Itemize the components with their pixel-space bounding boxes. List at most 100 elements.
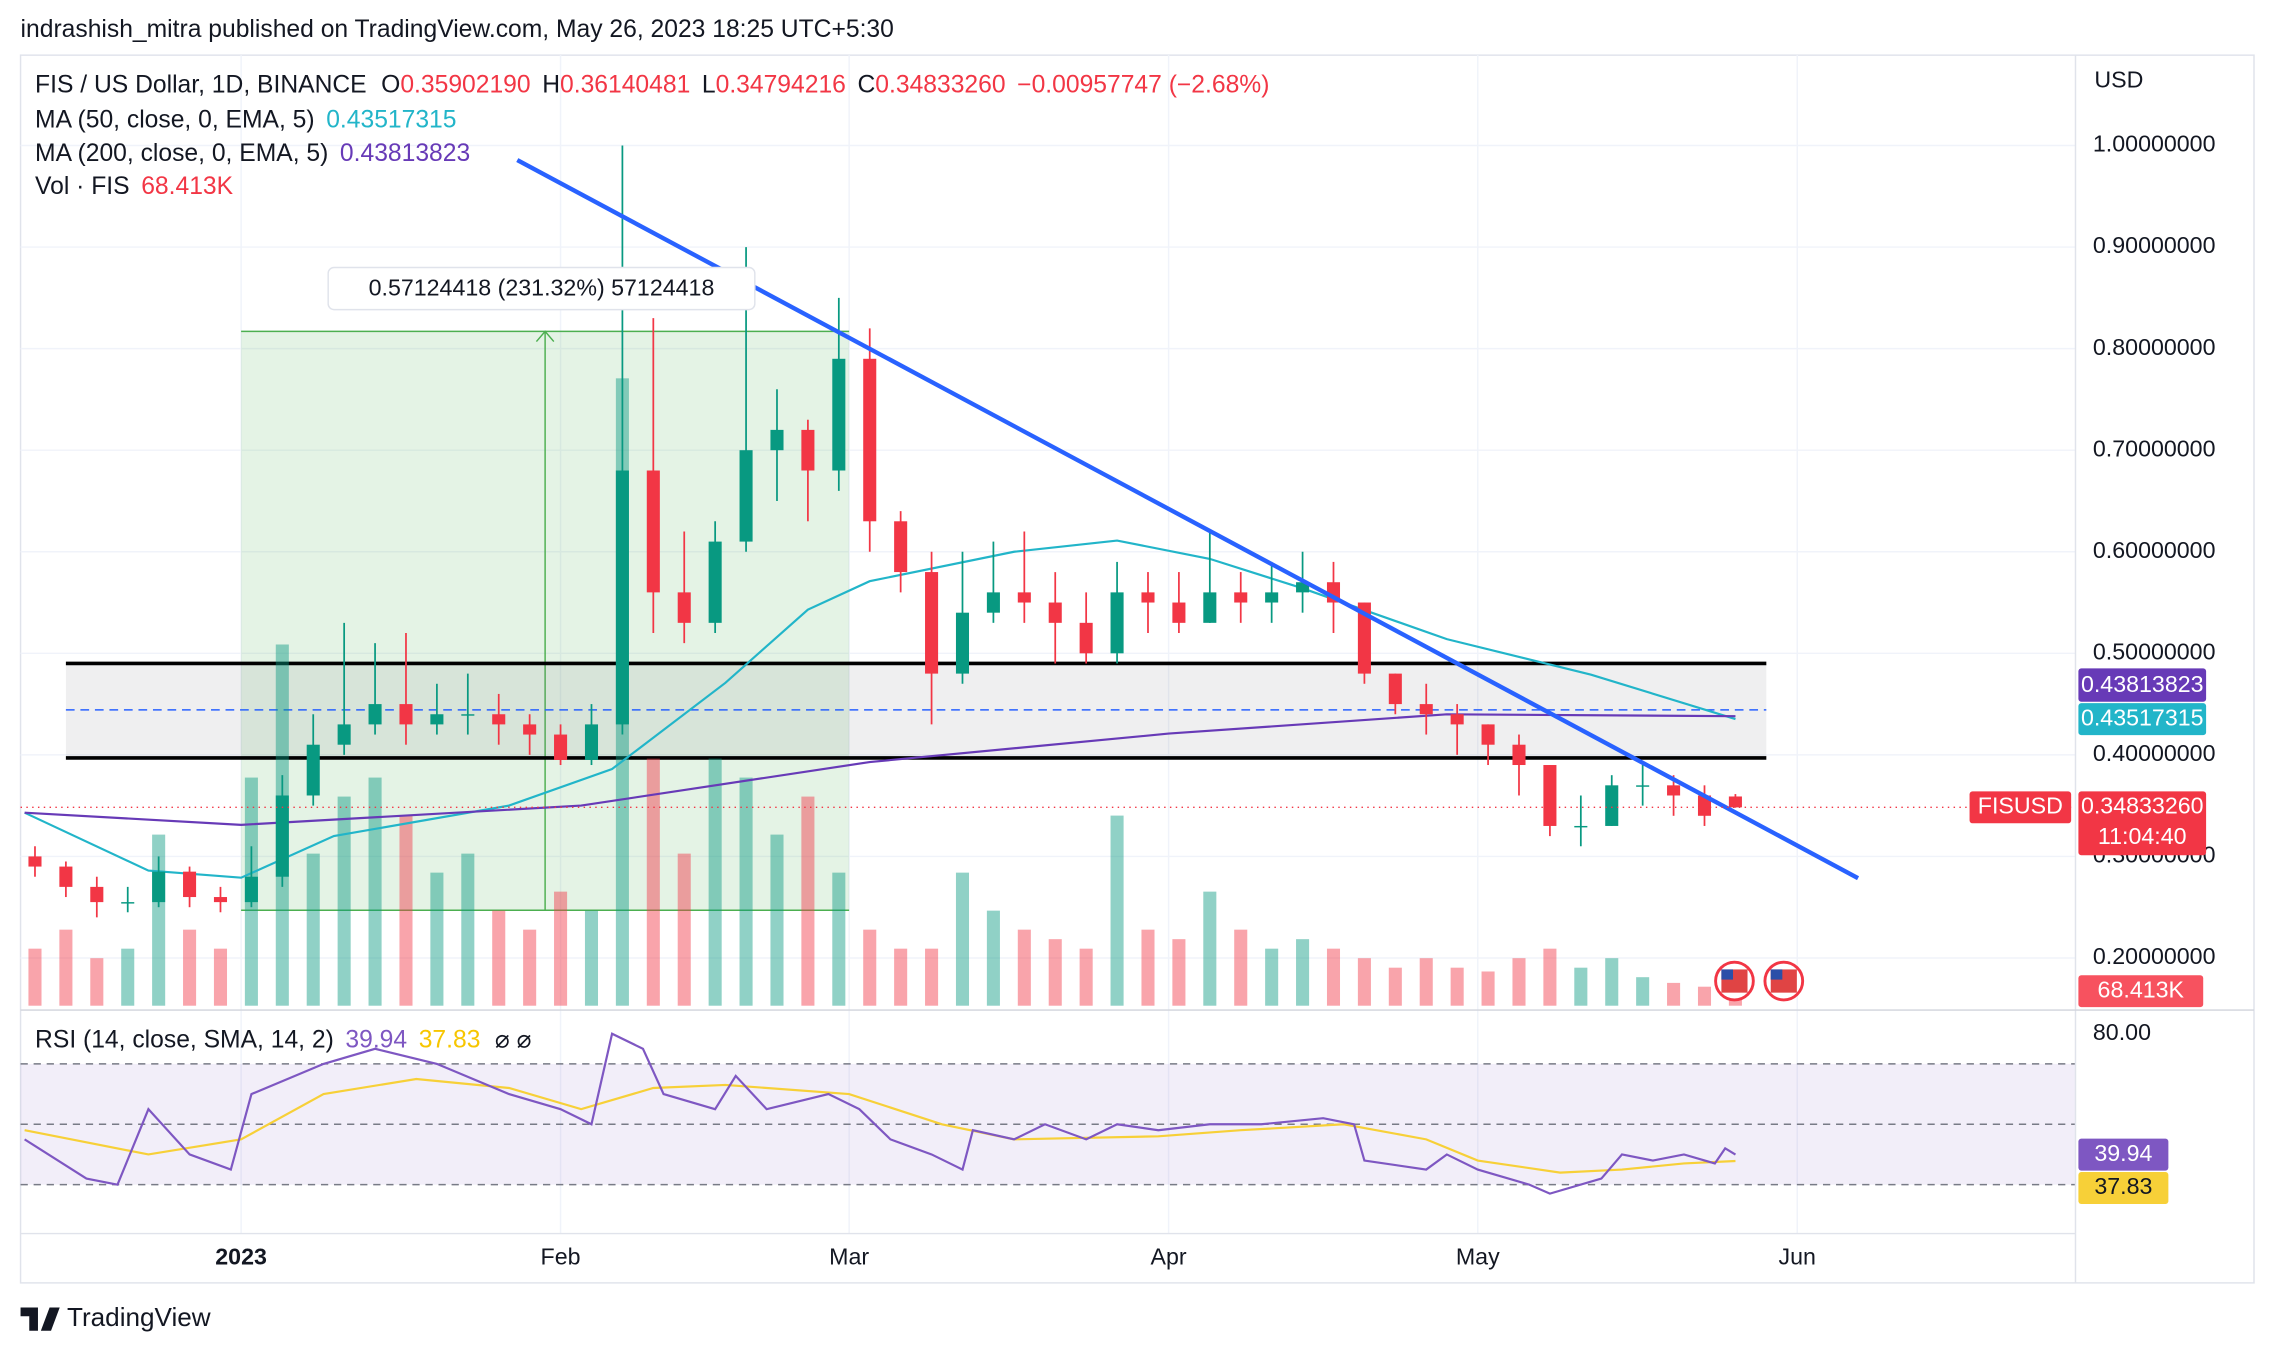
volume-bar <box>461 853 475 1006</box>
volume-bar <box>894 948 908 1006</box>
candle-body <box>1697 795 1712 816</box>
volume-bar <box>368 777 382 1006</box>
x-tick-label: Feb <box>541 1243 581 1269</box>
symbol-tag-text: FISUSD <box>1978 792 2063 818</box>
publisher-line: indrashish_mitra published on TradingVie… <box>21 16 894 43</box>
candle-body <box>492 714 506 725</box>
candle-body <box>461 714 475 716</box>
candle-body <box>554 734 568 760</box>
candle-body <box>275 795 289 877</box>
volume-bar <box>770 834 784 1006</box>
candle-body <box>801 429 815 471</box>
candle-body <box>1605 785 1619 826</box>
candle-body <box>1357 602 1371 674</box>
candle-body <box>615 470 629 725</box>
volume-bar <box>399 815 413 1006</box>
x-tick-label: 2023 <box>215 1243 267 1269</box>
volume-bar <box>1574 967 1588 1006</box>
volume-tag-text: 68.413K <box>2098 976 2185 1002</box>
candle-body <box>955 612 970 674</box>
l-value: 0.34794216 <box>716 71 846 98</box>
volume-tag <box>2078 975 2204 1008</box>
volume-bar <box>955 872 970 1006</box>
candle-body <box>1450 714 1464 725</box>
candle-body <box>213 897 228 903</box>
volume-legend: Vol · FIS 68.413K <box>35 173 234 200</box>
volume-bar <box>863 929 877 1006</box>
rsi-ma-tag <box>2078 1172 2169 1204</box>
rsi-line <box>24 1032 1737 1195</box>
l-label: L <box>702 71 716 98</box>
ma200-legend: MA (200, close, 0, EMA, 5) 0.43813823 <box>35 139 470 166</box>
candle-body <box>1574 825 1588 828</box>
volume-bar <box>925 948 939 1006</box>
candle-body <box>59 866 73 887</box>
h-label: H <box>542 71 560 98</box>
candle-body <box>368 704 382 725</box>
volume-bar <box>1172 939 1186 1006</box>
candle-body <box>523 724 537 735</box>
volume-bar <box>121 948 135 1006</box>
flag-icons <box>1714 960 1805 1002</box>
volume-bar <box>430 872 444 1006</box>
volume-bar <box>646 758 660 1006</box>
candle-body <box>1172 602 1186 623</box>
measure-label-box <box>327 266 756 311</box>
ma-tag <box>2078 668 2207 702</box>
symbol-title: FIS / US Dollar, 1D, BINANCE <box>35 71 367 98</box>
legend-value: 0.43517315 <box>326 106 456 133</box>
ohlc-legend: FIS / US Dollar, 1D, BINANCE O0.35902190 H… <box>35 71 1269 98</box>
legend-name: MA (50, close, 0, EMA, 5) <box>35 106 315 133</box>
candle-body <box>1203 592 1217 623</box>
volume-bar <box>1605 958 1619 1006</box>
candle-body <box>90 886 104 903</box>
ma50-legend: MA (50, close, 0, EMA, 5) 0.43517315 <box>35 106 456 133</box>
legend-name: RSI (14, close, SMA, 14, 2) <box>35 1026 334 1053</box>
candle-body <box>925 572 939 674</box>
x-tick-label: Mar <box>829 1243 869 1269</box>
candle-body <box>1234 592 1248 603</box>
volume-bar <box>28 948 42 1006</box>
y-tick-label: 0.90000000 <box>2093 232 2216 258</box>
volume-bar <box>986 910 1000 1006</box>
volume-bar <box>306 853 320 1006</box>
volume-bar <box>801 796 815 1006</box>
volume-bar <box>1141 929 1155 1006</box>
candle-body <box>986 592 1000 613</box>
volume-bar <box>554 891 568 1006</box>
price-tag <box>2078 791 2207 856</box>
y-tick-label: 0.40000000 <box>2093 740 2216 766</box>
y-tick-label: 1.00000000 <box>2093 131 2216 157</box>
rsi-ma-line <box>24 1077 1736 1174</box>
volume-bar <box>1110 815 1124 1006</box>
volume-bar <box>1667 982 1681 1006</box>
volume-bar <box>1203 891 1217 1006</box>
rsi-ma-tag-text: 37.83 <box>2094 1173 2152 1199</box>
volume-bar <box>1419 958 1433 1006</box>
legend-extra: ⌀ ⌀ <box>495 1026 532 1053</box>
volume-bar <box>677 853 691 1006</box>
symbol-tag <box>1969 791 2072 824</box>
ma-tag-text: 0.43517315 <box>2081 704 2204 730</box>
candle-body <box>1512 744 1526 766</box>
volume-bar <box>1543 948 1557 1006</box>
volume-bar <box>739 777 753 1006</box>
volume-bar <box>1079 948 1093 1006</box>
candle-body <box>1048 602 1062 623</box>
c-label: C <box>857 71 875 98</box>
volume-bar <box>213 948 228 1006</box>
candle-body <box>306 744 320 796</box>
volume-bar <box>1017 929 1031 1006</box>
candle-body <box>1265 592 1279 603</box>
rsi-tag <box>2078 1138 2169 1171</box>
y-tick-label: 0.70000000 <box>2093 435 2216 461</box>
candle-body <box>337 724 351 745</box>
candle-body <box>584 724 599 760</box>
legend-value: 68.413K <box>141 173 233 200</box>
brand-name: TradingView <box>67 1302 211 1332</box>
chart-frame <box>19 54 2255 1284</box>
candle-body <box>1141 592 1155 603</box>
volume-bar <box>90 958 104 1006</box>
rsi-legend: RSI (14, close, SMA, 14, 2) 39.94 37.83 ⌀ ⌀ <box>35 1026 531 1053</box>
